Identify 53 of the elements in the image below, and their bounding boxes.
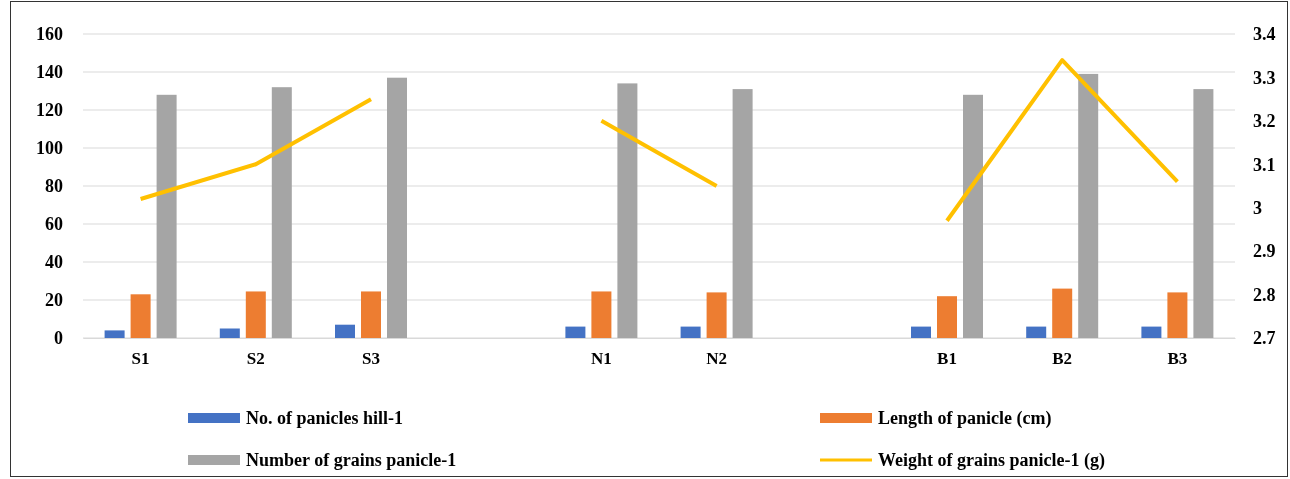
bar bbox=[271, 87, 292, 338]
y2-tick-label: 3.3 bbox=[1253, 67, 1276, 88]
bar bbox=[1026, 326, 1047, 338]
x-tick-label: S2 bbox=[246, 349, 265, 369]
y-tick-label: 60 bbox=[45, 214, 63, 235]
x-tick-label: S1 bbox=[131, 349, 150, 369]
y2-tick-label: 2.8 bbox=[1253, 284, 1276, 305]
bar bbox=[911, 326, 931, 338]
bar bbox=[1193, 89, 1214, 338]
bar bbox=[1078, 73, 1099, 338]
legend-label: No. of panicles hill-1 bbox=[246, 408, 404, 428]
x-tick-label: S3 bbox=[362, 349, 380, 369]
legend-label: Number of grains panicle-1 bbox=[246, 450, 457, 470]
bar bbox=[219, 328, 240, 338]
y-tick-label: 120 bbox=[36, 100, 63, 121]
x-tick-label: N2 bbox=[706, 349, 727, 369]
bar bbox=[680, 326, 701, 338]
bar bbox=[104, 330, 125, 338]
bar bbox=[706, 292, 727, 338]
bar bbox=[245, 291, 266, 338]
bar bbox=[335, 324, 355, 338]
bar bbox=[361, 291, 381, 338]
bar bbox=[1141, 326, 1162, 338]
bar bbox=[387, 77, 407, 338]
y-tick-label: 140 bbox=[36, 62, 63, 83]
bar bbox=[565, 326, 586, 338]
y-tick-label: 80 bbox=[45, 176, 63, 197]
y-tick-label: 20 bbox=[45, 290, 63, 311]
bar bbox=[732, 89, 753, 338]
bar bbox=[130, 294, 151, 338]
y2-tick-label: 2.9 bbox=[1253, 241, 1276, 262]
y2-tick-label: 3.2 bbox=[1253, 111, 1276, 132]
bar bbox=[1167, 292, 1188, 338]
y2-tick-label: 3.4 bbox=[1253, 24, 1276, 45]
x-tick-label: B2 bbox=[1052, 349, 1073, 369]
x-tick-label: B1 bbox=[937, 349, 957, 369]
bar bbox=[1052, 288, 1073, 338]
y-tick-label: 100 bbox=[36, 138, 63, 159]
bar bbox=[937, 296, 957, 338]
y-tick-label: 160 bbox=[36, 24, 63, 45]
legend-label: Length of panicle (cm) bbox=[878, 408, 1052, 429]
y2-tick-label: 3.1 bbox=[1253, 154, 1276, 175]
bar bbox=[156, 94, 177, 338]
x-tick-label: B3 bbox=[1167, 349, 1188, 369]
y-tick-label: 40 bbox=[45, 252, 63, 273]
y2-tick-label: 3 bbox=[1253, 197, 1262, 218]
bar bbox=[617, 83, 638, 338]
bar bbox=[591, 291, 612, 338]
y2-tick-label: 2.7 bbox=[1253, 328, 1276, 349]
x-tick-label: N1 bbox=[591, 349, 612, 369]
y-tick-label: 0 bbox=[54, 328, 63, 349]
legend-label: Weight of grains panicle-1 (g) bbox=[878, 450, 1105, 471]
bar bbox=[963, 94, 983, 338]
